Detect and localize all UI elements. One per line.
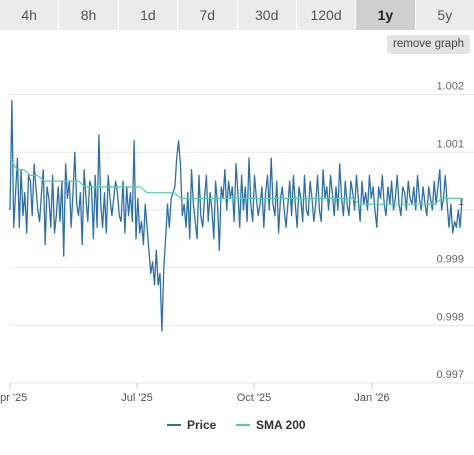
x-tick-label: Jan '26 [354,392,389,404]
price-series-line [9,99,463,332]
tab-7d[interactable]: 7d [178,0,238,30]
x-tick-label: Oct '25 [237,392,272,404]
y-tick-label: 0.999 [436,254,464,266]
y-tick-label: 1 [458,196,464,208]
tab-120d[interactable]: 120d [296,0,357,30]
tab-1d[interactable]: 1d [118,0,179,30]
x-tick-label: Jul '25 [121,392,152,404]
x-tick-label: Apr '25 [0,392,27,404]
y-tick-label: 0.997 [436,369,464,381]
tab-8h[interactable]: 8h [59,0,119,30]
y-tick-label: 1.002 [436,81,464,93]
tab-5y[interactable]: 5y [415,0,474,30]
sma-series-line [9,157,462,205]
y-tick-label: 1.001 [436,138,464,150]
remove-graph-button[interactable]: remove graph [387,35,470,54]
range-tabs: 4h 8h 1d 7d 30d 120d 1y 5y [0,0,474,30]
legend-label-sma: SMA 200 [256,418,306,432]
tab-4h[interactable]: 4h [0,0,60,30]
legend-label-price: Price [187,418,217,432]
y-tick-label: 0.998 [436,311,464,323]
tab-1y[interactable]: 1y [356,0,416,30]
tab-30d[interactable]: 30d [237,0,297,30]
